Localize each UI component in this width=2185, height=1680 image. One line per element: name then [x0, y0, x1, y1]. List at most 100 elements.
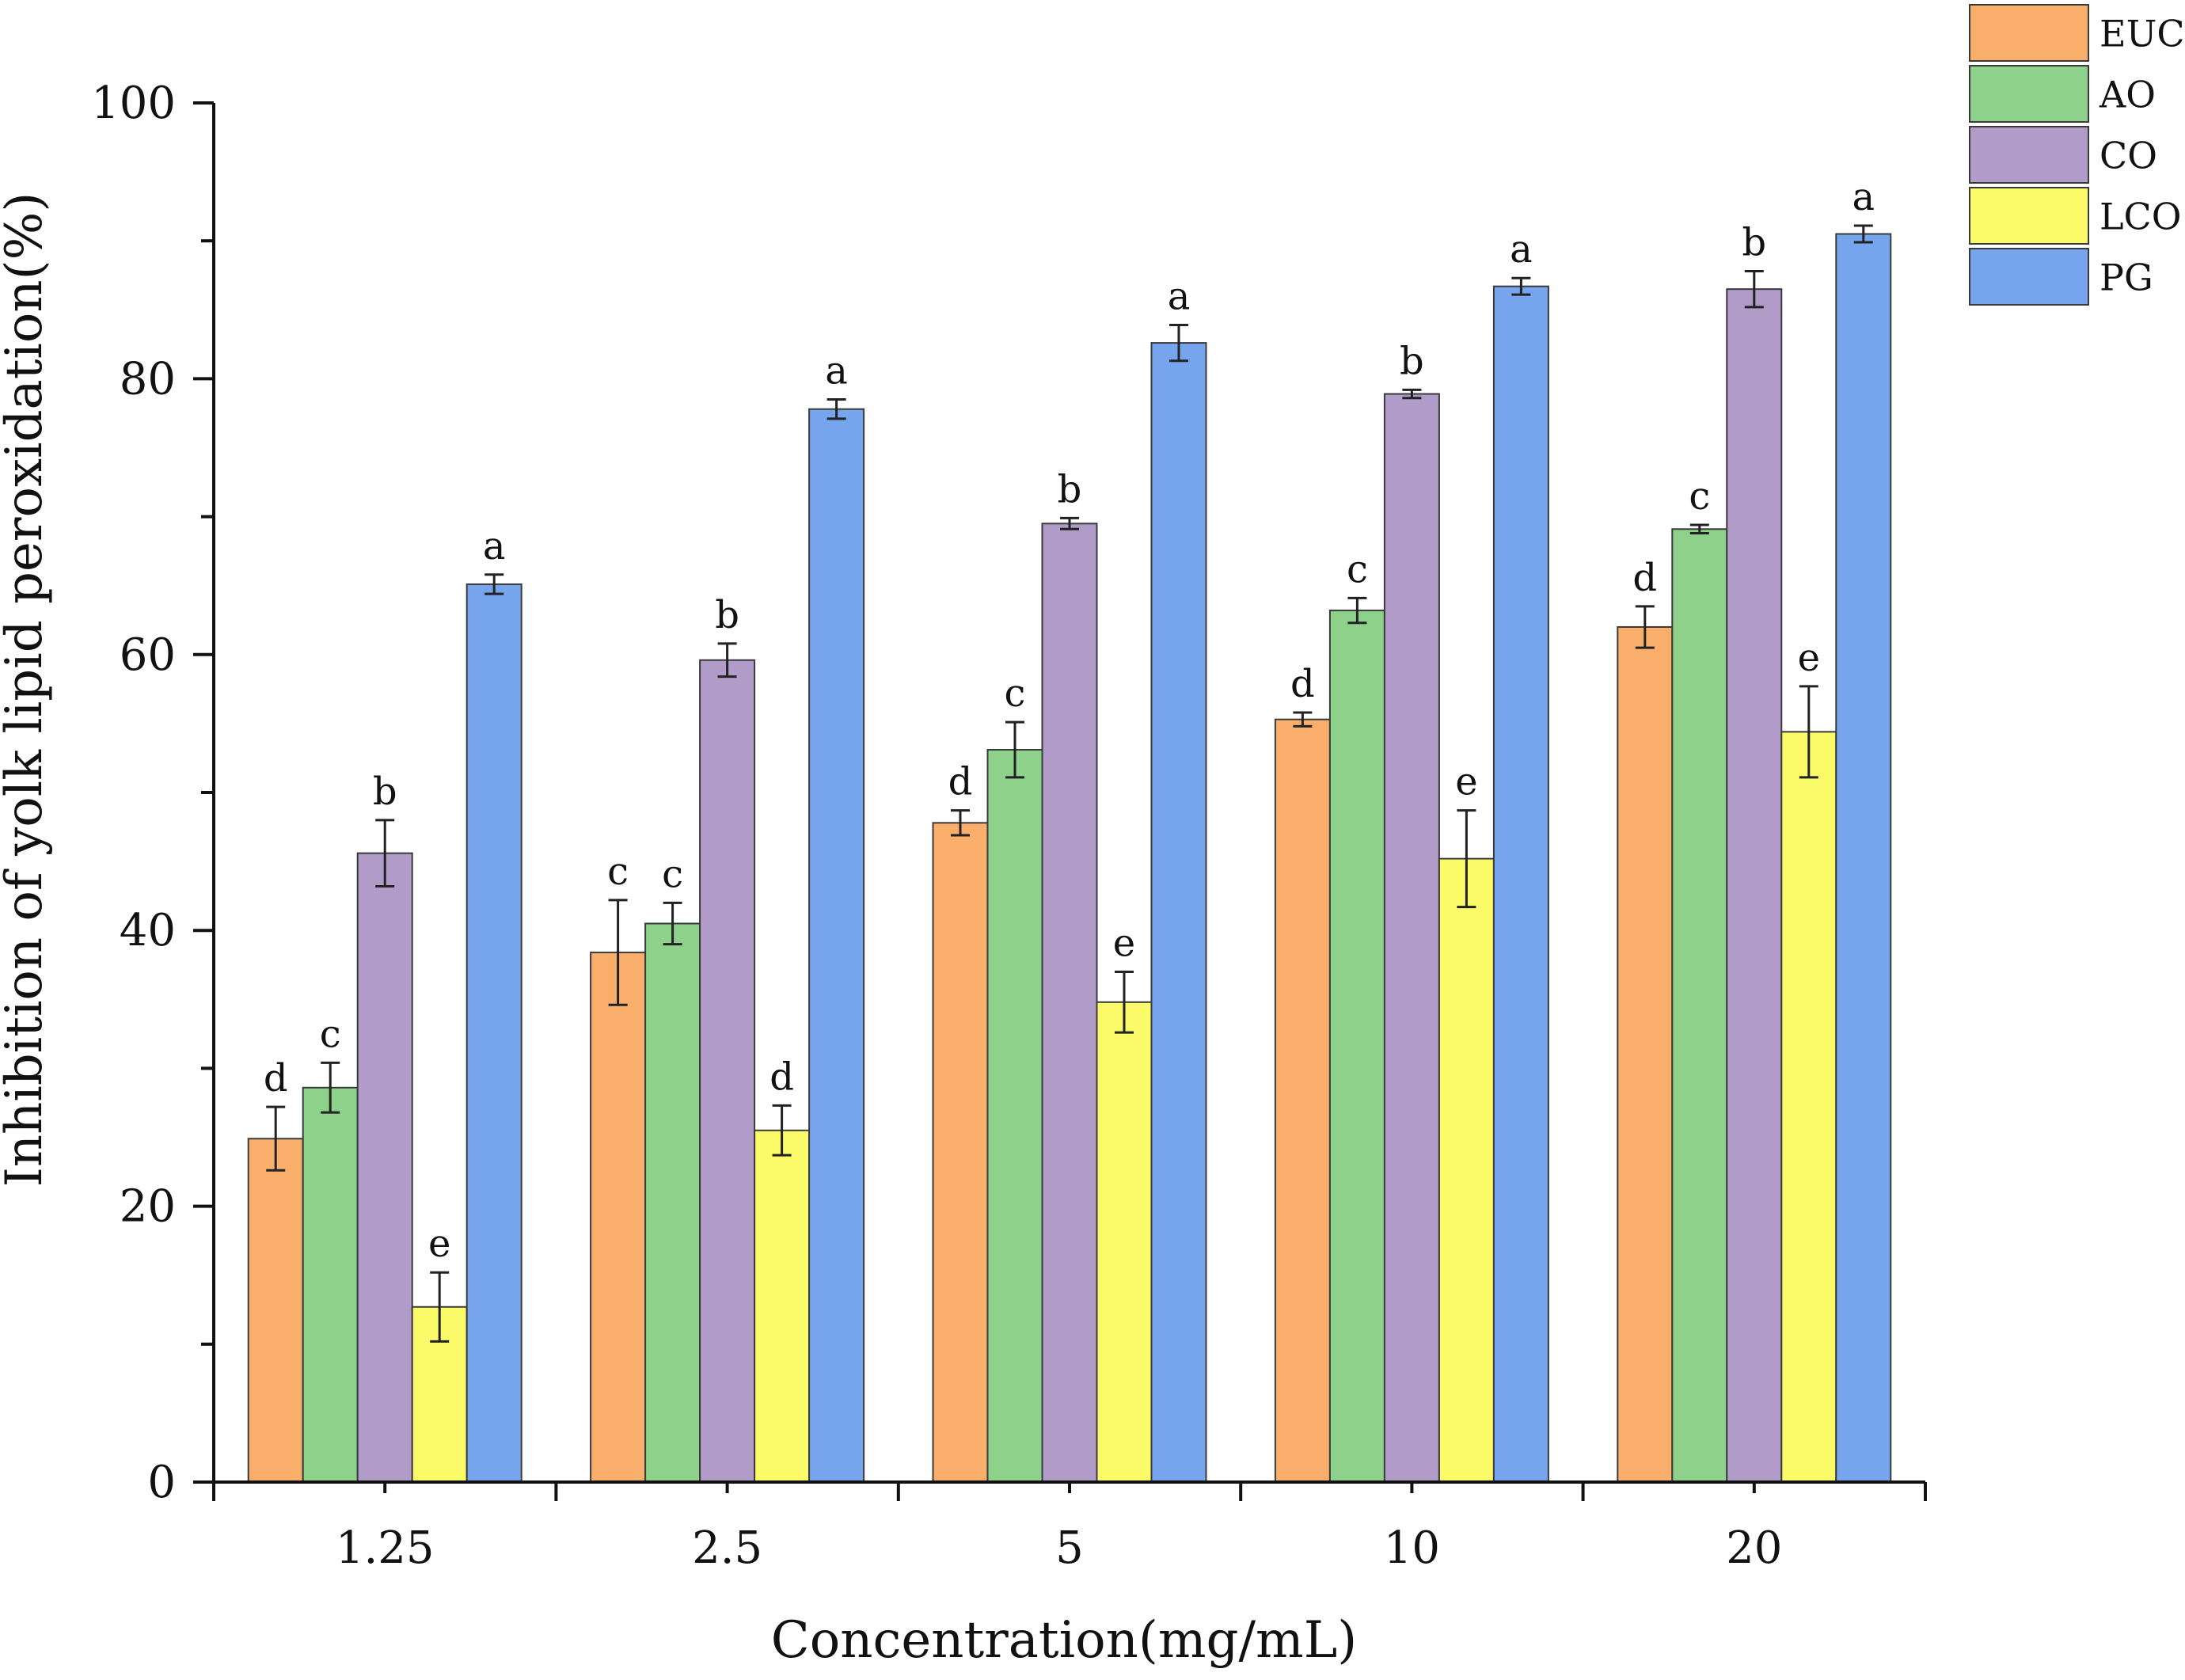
- error-bar-co-2.5: [717, 642, 737, 678]
- significance-label: c: [1689, 474, 1710, 519]
- y-tick-label: 0: [147, 1457, 176, 1508]
- y-axis: 0 20 40 60 80 100: [91, 78, 215, 1508]
- significance-label: e: [1455, 760, 1477, 804]
- significance-label: e: [1113, 921, 1135, 965]
- error-bar-ao-20: [1689, 523, 1709, 535]
- x-tick-label: 2.5: [692, 1522, 762, 1574]
- error-bar-lco-5: [1115, 970, 1134, 1034]
- bar-co-2.5: [699, 659, 756, 1484]
- significance-label: c: [662, 852, 683, 896]
- bar-pg-20: [1835, 233, 1892, 1483]
- bar-ao-2.5: [644, 922, 701, 1483]
- significance-label: a: [825, 349, 848, 393]
- error-bar-pg-2.5: [826, 398, 846, 420]
- significance-label: c: [320, 1012, 341, 1056]
- legend-swatch-euc: [1969, 4, 2089, 62]
- bar-pg-2.5: [808, 408, 865, 1483]
- x-tick-label: 5: [1055, 1522, 1084, 1574]
- bar-euc-1.25: [247, 1138, 304, 1483]
- error-bar-co-20: [1744, 270, 1764, 309]
- bar-ao-5: [986, 748, 1043, 1483]
- legend: EUC AO CO LCO PG: [1969, 4, 2185, 306]
- significance-label: d: [1290, 662, 1315, 706]
- bar-lco-10: [1438, 857, 1495, 1483]
- bar-lco-5: [1096, 1001, 1153, 1484]
- significance-label: b: [715, 593, 739, 637]
- legend-label-ao: AO: [2099, 74, 2156, 116]
- significance-label: e: [428, 1222, 450, 1266]
- error-bar-co-5: [1060, 516, 1079, 530]
- error-bar-co-1.25: [375, 819, 395, 888]
- y-tick-label: 80: [120, 353, 176, 405]
- significance-label: a: [1510, 227, 1533, 272]
- significance-label: d: [1632, 556, 1657, 600]
- bar-co-20: [1726, 288, 1783, 1483]
- significance-label: a: [483, 524, 506, 568]
- error-bar-lco-20: [1799, 685, 1818, 779]
- significance-label: b: [1400, 339, 1424, 383]
- bar-lco-20: [1780, 731, 1837, 1483]
- significance-label: e: [1798, 636, 1820, 680]
- y-axis-title: Inhibition of yolk lipid peroxidation(%): [0, 192, 54, 1188]
- error-bar-euc-10: [1293, 711, 1313, 728]
- bar-euc-10: [1274, 718, 1331, 1483]
- error-bar-ao-2.5: [663, 901, 682, 946]
- error-bar-euc-20: [1635, 605, 1655, 649]
- legend-label-pg: PG: [2100, 257, 2153, 299]
- bar-ao-20: [1671, 528, 1728, 1484]
- bar-lco-2.5: [754, 1129, 811, 1484]
- error-bar-lco-2.5: [772, 1104, 792, 1157]
- error-bar-co-10: [1402, 388, 1422, 400]
- significance-label: d: [770, 1055, 794, 1099]
- y-tick-label: 20: [120, 1181, 176, 1233]
- legend-swatch-pg: [1969, 248, 2089, 306]
- legend-label-co: CO: [2100, 135, 2157, 177]
- significance-label: a: [1852, 175, 1875, 219]
- x-axis: 1.25 2.5 5 10 20: [212, 1480, 1927, 1574]
- x-tick-label: 20: [1726, 1522, 1782, 1574]
- error-bar-lco-10: [1457, 809, 1476, 909]
- bar-co-5: [1041, 523, 1098, 1483]
- significance-label: c: [1347, 547, 1368, 591]
- y-tick-label: 40: [120, 905, 176, 956]
- error-bar-euc-2.5: [608, 899, 628, 1006]
- error-bar-euc-1.25: [266, 1105, 286, 1172]
- bar-pg-10: [1492, 285, 1549, 1483]
- x-tick-label: 1.25: [336, 1522, 435, 1574]
- x-axis-title: Concentration(mg/mL): [771, 1611, 1357, 1670]
- significance-label: a: [1168, 274, 1191, 318]
- error-bar-lco-1.25: [430, 1271, 450, 1343]
- bar-ao-10: [1328, 610, 1385, 1483]
- error-bar-ao-1.25: [321, 1061, 340, 1114]
- significance-label: c: [607, 850, 629, 894]
- error-bar-pg-1.25: [484, 573, 504, 595]
- bar-euc-20: [1617, 625, 1674, 1484]
- error-bar-pg-20: [1853, 224, 1873, 244]
- error-bar-ao-5: [1005, 720, 1024, 779]
- legend-swatch-ao: [1969, 65, 2089, 123]
- significance-label: c: [1005, 671, 1026, 716]
- significance-label: b: [1058, 467, 1082, 511]
- error-bar-pg-10: [1511, 276, 1531, 296]
- significance-label: d: [948, 760, 973, 804]
- error-bar-pg-5: [1169, 323, 1188, 363]
- legend-swatch-lco: [1969, 187, 2089, 245]
- x-tick-label: 10: [1384, 1522, 1440, 1574]
- error-bar-euc-5: [951, 809, 970, 837]
- bar-pg-1.25: [466, 583, 522, 1483]
- y-tick-label: 100: [91, 78, 176, 129]
- bar-pg-5: [1150, 342, 1207, 1483]
- bar-euc-2.5: [590, 952, 647, 1483]
- legend-label-euc: EUC: [2100, 13, 2185, 55]
- bar-euc-5: [932, 822, 989, 1483]
- y-tick-label: 60: [120, 629, 176, 681]
- significance-label: b: [373, 770, 397, 814]
- significance-label: d: [264, 1056, 288, 1100]
- bar-co-10: [1383, 393, 1440, 1483]
- legend-swatch-co: [1969, 126, 2089, 184]
- bar-ao-1.25: [302, 1086, 359, 1483]
- significance-label: b: [1742, 221, 1766, 265]
- error-bar-ao-10: [1347, 596, 1367, 625]
